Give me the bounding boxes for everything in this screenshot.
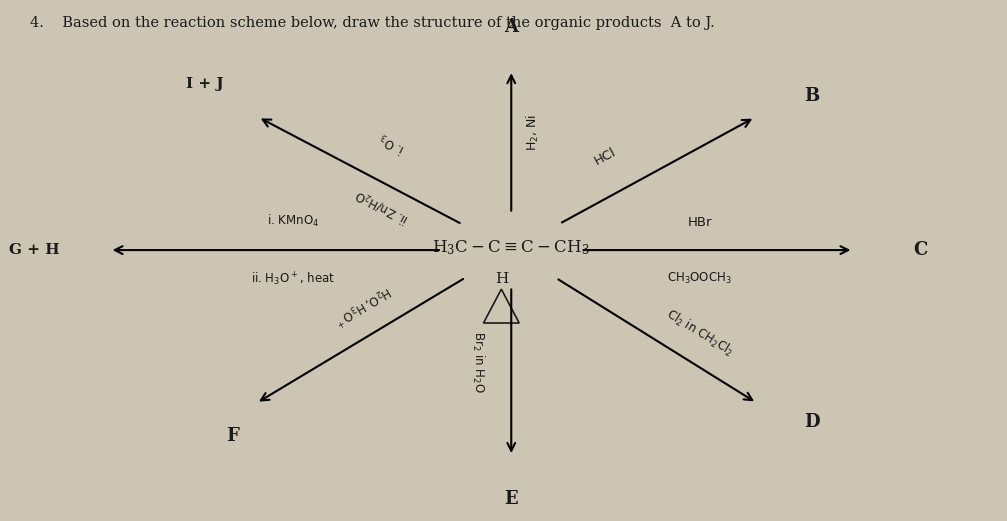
Text: F: F [226,427,239,445]
Text: i. $\mathregular{KMnO_4}$: i. $\mathregular{KMnO_4}$ [267,213,319,229]
Text: $\mathregular{Br_2}$ in $\mathregular{H_2O}$: $\mathregular{Br_2}$ in $\mathregular{H_… [470,331,486,393]
Text: A: A [505,18,519,36]
Text: HBr: HBr [688,216,712,229]
Text: H: H [494,272,508,286]
Text: $\mathregular{Cl_2}$ in $\mathregular{CH_2Cl_2}$: $\mathregular{Cl_2}$ in $\mathregular{CH… [663,307,736,360]
Text: B: B [804,88,819,105]
Text: $\mathregular{H_3C-C{\equiv}C-CH_3}$: $\mathregular{H_3C-C{\equiv}C-CH_3}$ [432,238,590,257]
Text: 4.    Based on the reaction scheme below, draw the structure of the organic prod: 4. Based on the reaction scheme below, d… [30,16,715,30]
Text: ii. $\mathregular{Zn/H_2O}$: ii. $\mathregular{Zn/H_2O}$ [352,185,412,226]
Text: $\mathregular{CH_3OOCH_3}$: $\mathregular{CH_3OOCH_3}$ [668,271,732,286]
Text: D: D [804,413,820,431]
Text: ii. $\mathregular{H_3O^+}$, heat: ii. $\mathregular{H_3O^+}$, heat [251,271,335,288]
Text: E: E [505,490,518,508]
Text: $\mathregular{H_2O, H_3O^+}$: $\mathregular{H_2O, H_3O^+}$ [331,281,394,328]
Text: HCl: HCl [592,145,618,167]
Text: $\mathregular{H_2}$, Ni: $\mathregular{H_2}$, Ni [525,114,541,151]
Text: I + J: I + J [186,77,224,91]
Text: G + H: G + H [9,243,60,257]
Text: i. $\mathregular{O_3}$: i. $\mathregular{O_3}$ [377,130,408,156]
Text: C: C [912,241,927,259]
